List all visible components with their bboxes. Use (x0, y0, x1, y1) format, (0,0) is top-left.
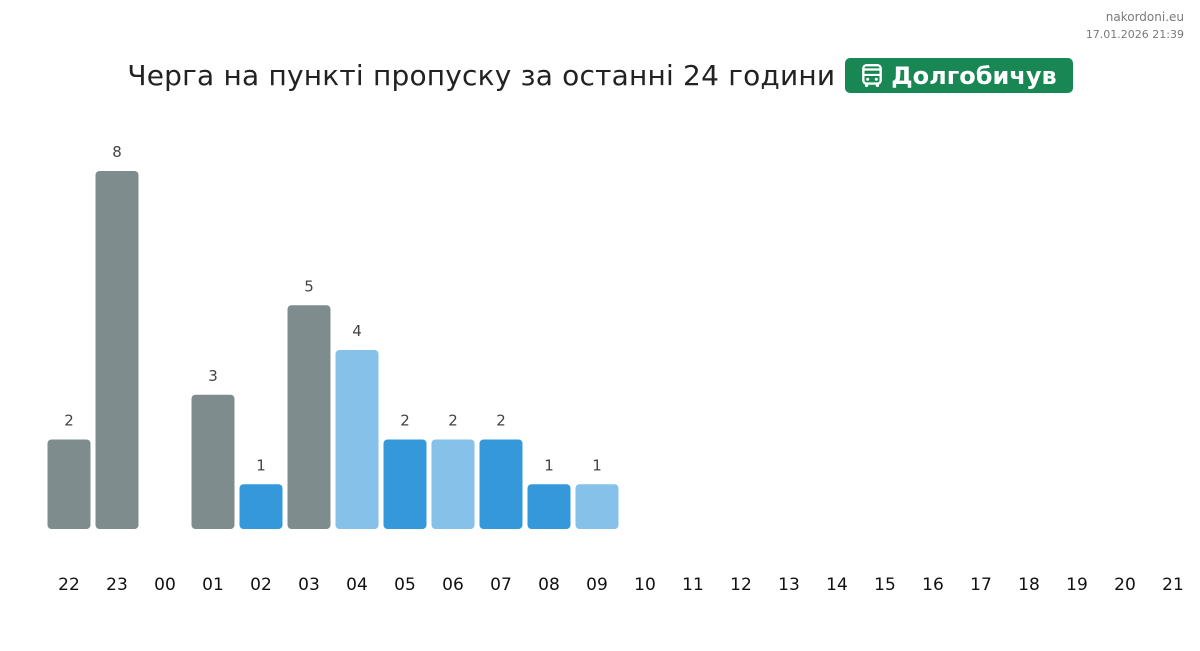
bar-value-09: 1 (592, 456, 602, 474)
bar-08[interactable] (527, 484, 571, 529)
bar-06[interactable] (431, 439, 475, 530)
bar-value-05: 2 (400, 412, 410, 430)
bar-value-07: 2 (496, 412, 506, 430)
x-tick-07: 07 (490, 575, 512, 595)
x-tick-09: 09 (586, 575, 608, 595)
bar-value-23: 8 (112, 143, 122, 161)
x-tick-15: 15 (874, 575, 896, 595)
bar-02[interactable] (239, 484, 283, 529)
x-tick-03: 03 (298, 575, 320, 595)
bar-07[interactable] (479, 439, 523, 530)
timestamp: 17.01.2026 21:39 (1085, 28, 1184, 41)
x-tick-10: 10 (634, 575, 656, 595)
bar-01[interactable] (191, 394, 235, 529)
x-tick-16: 16 (922, 575, 944, 595)
bar-23[interactable] (95, 171, 139, 529)
x-tick-02: 02 (250, 575, 272, 595)
x-tick-14: 14 (826, 575, 848, 595)
bar-value-03: 5 (304, 277, 314, 295)
bar-value-01: 3 (208, 367, 218, 385)
x-tick-13: 13 (778, 575, 800, 595)
site-name: nakordoni.eu (1105, 10, 1184, 24)
page-title: Черга на пункті пропуску за останні 24 г… (127, 59, 836, 92)
bar-09[interactable] (575, 484, 619, 529)
x-tick-00: 00 (154, 575, 176, 595)
site-meta: nakordoni.eu 17.01.2026 21:39 (1086, 9, 1184, 43)
checkpoint-name: Долгобичув (891, 61, 1057, 90)
x-tick-12: 12 (730, 575, 752, 595)
bar-value-06: 2 (448, 412, 458, 430)
x-tick-19: 19 (1066, 575, 1088, 595)
bus-icon (862, 63, 883, 87)
bar-value-22: 2 (64, 412, 74, 430)
bar-value-08: 1 (544, 456, 554, 474)
x-tick-04: 04 (346, 575, 368, 595)
x-tick-18: 18 (1018, 575, 1040, 595)
x-tick-20: 20 (1114, 575, 1136, 595)
bar-value-02: 1 (256, 456, 266, 474)
x-tick-22: 22 (58, 575, 80, 595)
x-tick-17: 17 (970, 575, 992, 595)
x-tick-08: 08 (538, 575, 560, 595)
bar-value-04: 4 (352, 322, 362, 340)
checkpoint-badge[interactable]: Долгобичув (845, 58, 1073, 93)
bar-04[interactable] (335, 350, 379, 529)
x-tick-01: 01 (202, 575, 224, 595)
x-tick-21: 21 (1162, 575, 1184, 595)
bar-03[interactable] (287, 305, 331, 529)
x-tick-05: 05 (394, 575, 416, 595)
x-tick-06: 06 (442, 575, 464, 595)
x-tick-11: 11 (682, 575, 704, 595)
title-row: Черга на пункті пропуску за останні 24 г… (0, 58, 1200, 93)
bar-22[interactable] (47, 439, 91, 530)
bar-05[interactable] (383, 439, 427, 530)
x-tick-23: 23 (106, 575, 128, 595)
